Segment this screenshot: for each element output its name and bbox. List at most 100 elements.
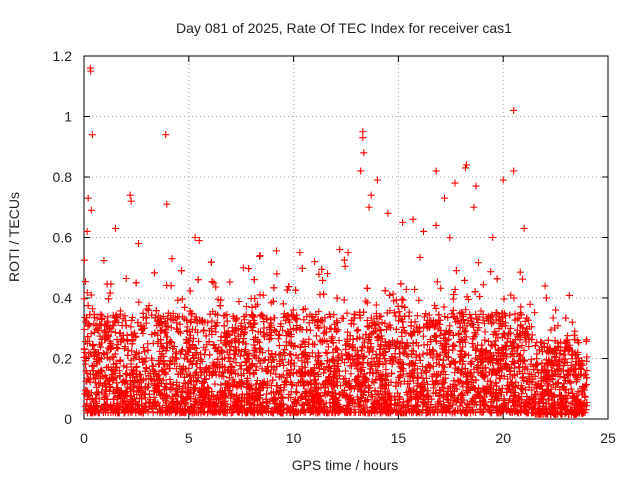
data-point (292, 388, 300, 396)
data-point (127, 323, 135, 331)
data-point (418, 362, 426, 370)
data-point (441, 405, 449, 413)
data-point (263, 314, 271, 322)
data-point (422, 409, 430, 417)
data-point (145, 302, 153, 310)
data-point (239, 338, 247, 346)
data-point (163, 343, 171, 351)
data-point (511, 359, 519, 367)
data-point (166, 365, 174, 373)
data-point (287, 340, 295, 348)
data-point (292, 286, 300, 294)
data-point (376, 342, 384, 350)
data-point (315, 365, 323, 373)
data-point (293, 382, 301, 390)
data-point (297, 393, 305, 401)
data-point (113, 314, 121, 322)
data-point (359, 391, 367, 399)
data-point (305, 319, 313, 327)
data-point (425, 311, 433, 319)
data-point (495, 325, 503, 333)
data-point (518, 406, 526, 414)
data-point (196, 364, 204, 371)
data-point (436, 320, 444, 328)
data-point (152, 401, 160, 409)
data-point (439, 362, 447, 370)
data-point (86, 378, 94, 386)
data-point (199, 390, 207, 398)
data-point (414, 403, 422, 411)
data-point (251, 319, 259, 327)
data-point (265, 347, 273, 355)
data-point (341, 262, 349, 270)
data-point (292, 351, 300, 359)
data-point (81, 390, 89, 398)
data-point (89, 367, 97, 375)
data-point (175, 382, 183, 390)
data-point (341, 367, 349, 375)
data-point (439, 344, 447, 352)
data-point (372, 301, 380, 309)
data-point (340, 296, 348, 304)
data-point (291, 314, 299, 322)
data-point (318, 265, 326, 273)
data-point (83, 289, 91, 297)
data-point (477, 405, 485, 413)
data-point (354, 326, 362, 334)
data-point (90, 351, 98, 359)
data-point (533, 355, 541, 363)
data-point (467, 372, 475, 380)
data-point (361, 377, 369, 385)
data-point (145, 390, 153, 398)
data-point (362, 297, 370, 305)
data-point (466, 310, 474, 318)
data-point (444, 385, 452, 393)
data-point (135, 355, 143, 363)
data-point (116, 329, 124, 337)
data-point (109, 402, 117, 410)
data-point (322, 328, 330, 336)
data-point (254, 328, 262, 336)
data-point (332, 394, 340, 402)
data-point (449, 401, 457, 409)
data-point (367, 314, 375, 322)
data-point (490, 351, 498, 359)
data-point (457, 352, 465, 360)
data-point (114, 394, 122, 402)
data-point (286, 350, 294, 358)
data-point (145, 380, 153, 388)
data-point (462, 333, 470, 341)
data-point (515, 363, 523, 371)
data-point (510, 371, 518, 379)
data-point (544, 336, 552, 344)
data-point (237, 322, 245, 330)
data-point (84, 302, 92, 310)
data-point (422, 368, 430, 376)
data-point (240, 370, 248, 378)
data-point (296, 343, 304, 351)
data-point (556, 356, 564, 364)
data-point (481, 328, 489, 336)
data-point (402, 285, 410, 293)
data-point (277, 394, 285, 402)
data-point (531, 390, 539, 398)
data-point (94, 409, 102, 417)
data-point (374, 333, 382, 341)
data-point (557, 338, 565, 346)
data-point (456, 402, 464, 410)
data-point (360, 402, 368, 410)
data-point (242, 303, 250, 311)
data-point (420, 313, 428, 321)
data-point (173, 319, 181, 327)
data-point (414, 394, 422, 402)
data-point (519, 275, 527, 283)
data-point (467, 314, 475, 322)
data-point (471, 385, 479, 393)
data-point (496, 375, 504, 383)
data-point (178, 295, 186, 303)
data-point (279, 326, 287, 334)
data-point (144, 346, 152, 354)
data-point (122, 370, 130, 378)
data-point (264, 404, 272, 412)
data-point (330, 402, 338, 410)
